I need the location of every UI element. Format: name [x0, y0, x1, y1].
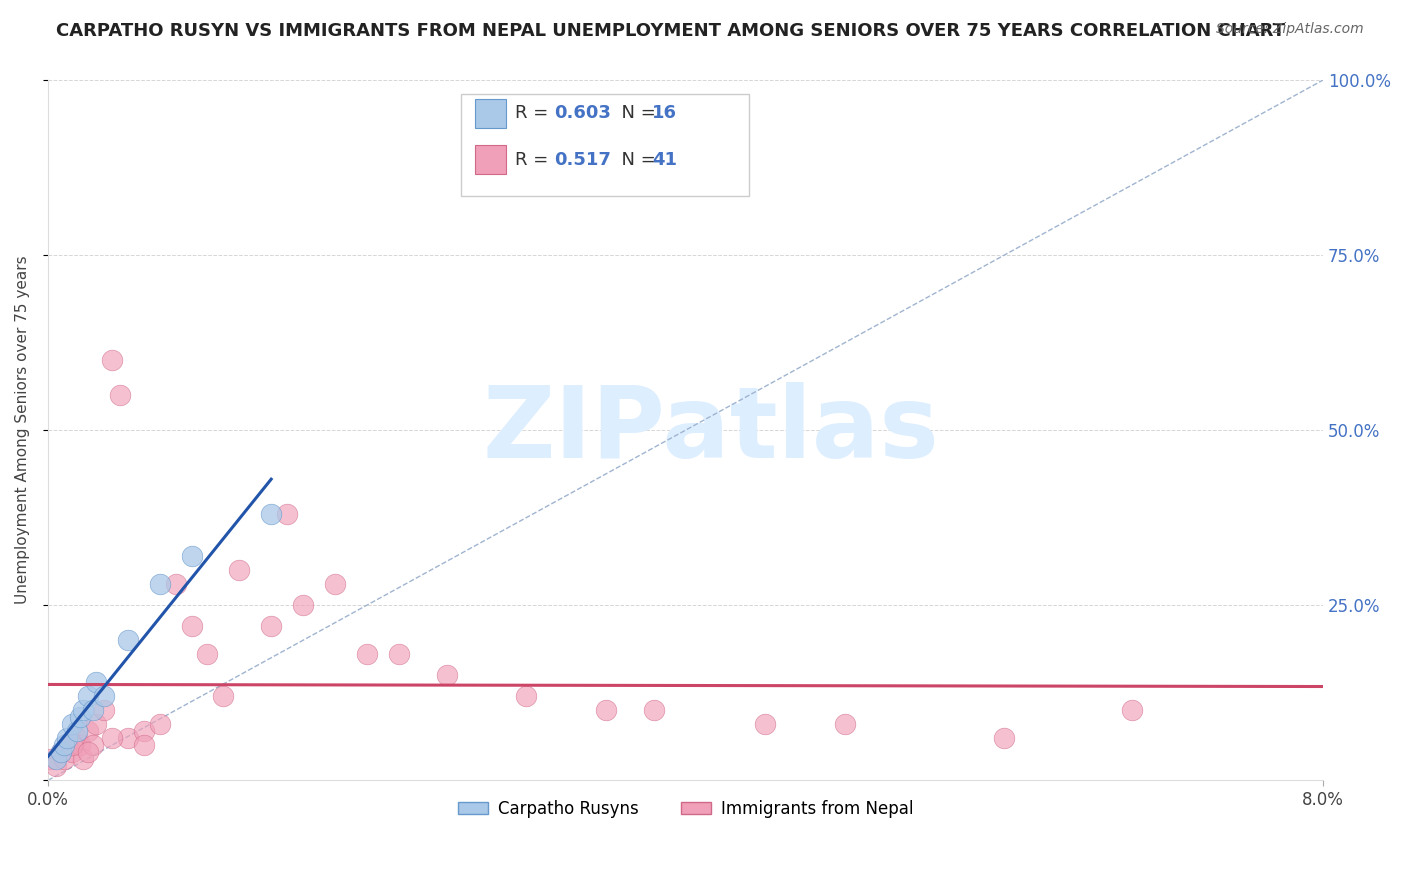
Point: [132, 724, 155, 739]
Point: [197, 647, 219, 661]
Y-axis label: Unemployment Among Seniors over 75 years: Unemployment Among Seniors over 75 years: [15, 256, 30, 605]
Point: [165, 577, 187, 591]
Point: [60, 739, 83, 753]
Point: [66, 731, 89, 746]
Point: [356, 647, 378, 661]
Text: 41: 41: [652, 151, 678, 169]
Point: [56, 731, 79, 746]
Point: [993, 731, 1015, 746]
Point: [77, 745, 100, 759]
Point: [117, 731, 139, 746]
Point: [754, 717, 776, 731]
Point: [388, 647, 411, 661]
Point: [49, 745, 72, 759]
Point: [84, 717, 107, 731]
Point: [436, 668, 458, 682]
Point: [108, 388, 131, 402]
Point: [72, 703, 94, 717]
Text: CARPATHO RUSYN VS IMMIGRANTS FROM NEPAL UNEMPLOYMENT AMONG SENIORS OVER 75 YEARS: CARPATHO RUSYN VS IMMIGRANTS FROM NEPAL …: [56, 22, 1285, 40]
Point: [149, 717, 172, 731]
Point: [39, 752, 62, 766]
Point: [101, 353, 124, 368]
Text: R =: R =: [515, 104, 554, 122]
Point: [101, 731, 124, 746]
Point: [77, 724, 100, 739]
Legend: Carpatho Rusyns, Immigrants from Nepal: Carpatho Rusyns, Immigrants from Nepal: [451, 793, 920, 824]
Point: [82, 703, 104, 717]
Point: [1121, 703, 1143, 717]
Point: [292, 598, 315, 612]
Point: [643, 703, 665, 717]
Point: [56, 739, 79, 753]
Point: [260, 619, 283, 633]
Point: [53, 739, 76, 753]
Point: [77, 690, 100, 704]
Point: [60, 717, 83, 731]
Text: ZIPatlas: ZIPatlas: [482, 382, 939, 479]
Point: [53, 752, 76, 766]
Point: [276, 507, 298, 521]
Text: Source: ZipAtlas.com: Source: ZipAtlas.com: [1216, 22, 1364, 37]
Point: [82, 739, 104, 753]
Point: [66, 724, 89, 739]
Text: 16: 16: [652, 104, 678, 122]
Text: N =: N =: [610, 104, 662, 122]
Point: [834, 717, 856, 731]
Point: [515, 690, 537, 704]
Point: [49, 745, 72, 759]
Point: [93, 703, 115, 717]
Point: [180, 549, 202, 564]
Point: [180, 619, 202, 633]
Point: [93, 690, 115, 704]
Point: [149, 577, 172, 591]
Point: [45, 752, 67, 766]
Text: 0.603: 0.603: [554, 104, 610, 122]
Point: [212, 690, 235, 704]
Point: [117, 633, 139, 648]
Point: [228, 563, 250, 577]
Point: [72, 752, 94, 766]
Point: [595, 703, 617, 717]
Point: [132, 739, 155, 753]
Point: [69, 739, 91, 753]
Point: [84, 675, 107, 690]
Point: [323, 577, 346, 591]
Point: [60, 745, 83, 759]
Point: [69, 710, 91, 724]
Text: N =: N =: [610, 151, 662, 169]
Text: 0.517: 0.517: [554, 151, 610, 169]
Point: [45, 759, 67, 773]
Text: R =: R =: [515, 151, 554, 169]
Point: [260, 507, 283, 521]
